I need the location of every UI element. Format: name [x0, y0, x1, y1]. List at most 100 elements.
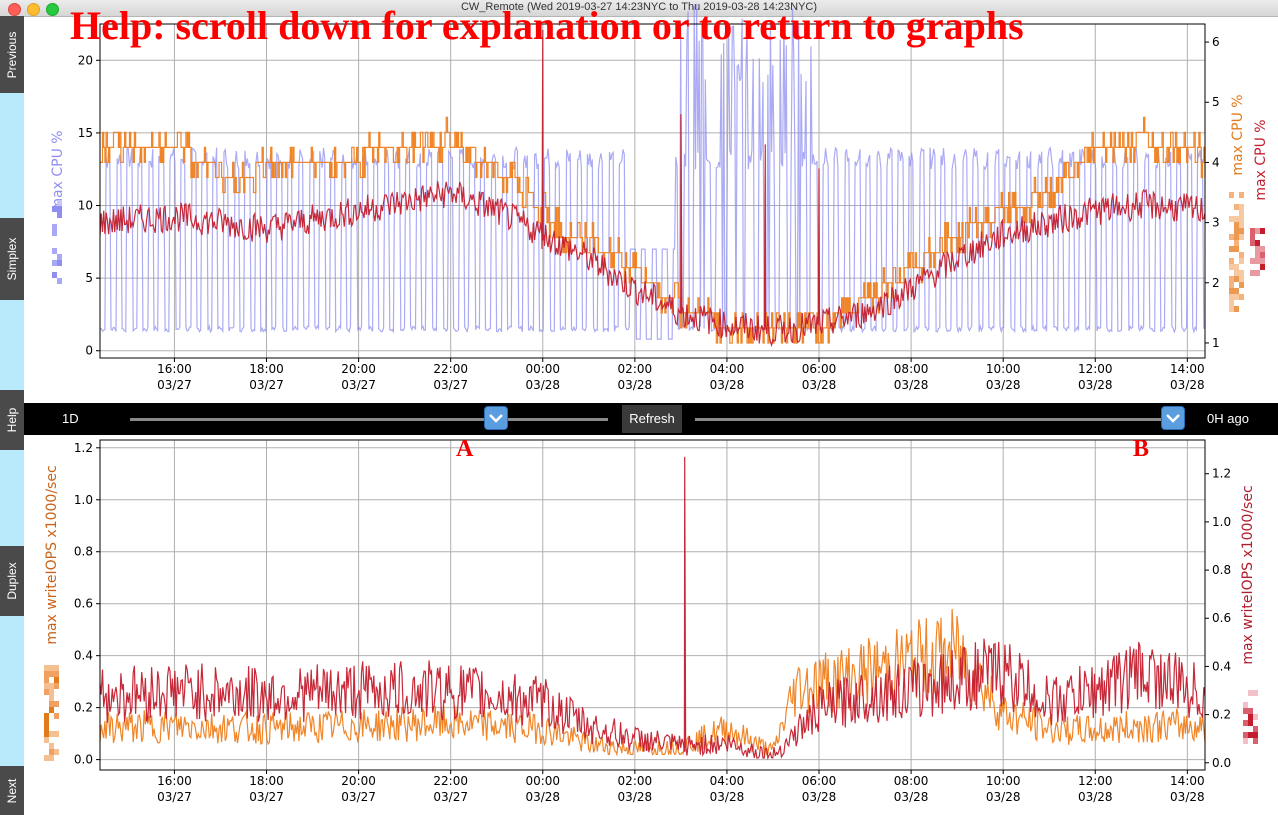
cpu-red-legend-swatch [1250, 234, 1255, 240]
iops-orange-legend-swatch [49, 671, 54, 677]
x-tick-label-date: 03/28 [1170, 790, 1205, 804]
x-tick-label-date: 03/27 [249, 378, 284, 392]
x-tick-label-time: 12:00 [1078, 362, 1113, 376]
cpu-legend-swatch [52, 248, 57, 254]
series-line-0 [99, 608, 1206, 757]
x-tick-label-date: 03/28 [986, 790, 1021, 804]
y-right-tick-label: 3 [1212, 216, 1220, 230]
cpu-legend-swatch [57, 254, 62, 260]
y-left-tick-label: 0.0 [74, 753, 93, 767]
y-left-tick-label: 1.0 [74, 493, 93, 507]
iops-red-legend-swatch [1253, 738, 1258, 744]
x-tick-label-time: 06:00 [802, 362, 837, 376]
cpu-orange-legend-swatch [1239, 210, 1244, 216]
range-slider-handle[interactable] [484, 406, 508, 430]
offset-slider-track[interactable] [695, 418, 1165, 421]
cpu-orange-legend-swatch [1239, 252, 1244, 258]
series-line-2 [99, 29, 1206, 348]
range-slider-track[interactable] [130, 418, 608, 421]
cpu-orange-legend-swatch [1234, 264, 1239, 270]
offset-label[interactable]: 0H ago [1207, 411, 1249, 426]
iops-orange-legend-swatch [44, 677, 49, 683]
x-tick-label-time: 02:00 [618, 774, 653, 788]
series-line-1 [99, 456, 1206, 761]
duplex-button[interactable]: Duplex [0, 546, 24, 616]
iops-orange-legend-swatch [44, 683, 49, 689]
help-button[interactable]: Help [0, 390, 24, 450]
iops-red-legend-swatch [1253, 726, 1258, 732]
cpu-orange-legend-swatch [1229, 288, 1234, 294]
iops-orange-legend-swatch [44, 665, 49, 671]
x-tick-label-time: 14:00 [1170, 362, 1205, 376]
iops-orange-legend-swatch [49, 695, 54, 701]
range-label[interactable]: 1D [62, 411, 79, 426]
iops-orange-legend-swatch [49, 743, 54, 749]
cpu-red-legend-swatch [1250, 228, 1255, 234]
cpu-legend-swatch [52, 260, 57, 266]
iops-orange-legend-swatch [54, 677, 59, 683]
x-tick-label-date: 03/28 [1170, 378, 1205, 392]
iops-red-legend-swatch [1253, 732, 1258, 738]
y-right-tick-label: 6 [1212, 35, 1220, 49]
x-tick-label-date: 03/28 [894, 378, 929, 392]
cpu-orange-legend-swatch [1239, 192, 1244, 198]
x-tick-label-date: 03/28 [710, 378, 745, 392]
cpu-orange-legend-swatch [1229, 276, 1234, 282]
cpu-orange-legend-swatch [1229, 246, 1234, 252]
cpu-orange-legend-swatch [1239, 294, 1244, 300]
iops-orange-legend-swatch [54, 665, 59, 671]
cpu-red-legend-swatch [1260, 252, 1265, 258]
iops-orange-legend-swatch [54, 749, 59, 755]
iops-orange-legend-swatch [44, 689, 49, 695]
window-titlebar: CW_Remote (Wed 2019-03-27 14:23NYC to Th… [0, 0, 1278, 17]
x-tick-label-date: 03/27 [341, 378, 376, 392]
cpu-orange-legend-swatch [1234, 204, 1239, 210]
cpu-red-legend-swatch [1250, 270, 1255, 276]
plot-frame [99, 439, 1206, 771]
cpu-red-legend-swatch [1260, 228, 1265, 234]
x-tick-label-time: 18:00 [249, 774, 284, 788]
cpu-orange-legend-swatch [1229, 216, 1234, 222]
y-right-tick-label: 5 [1212, 95, 1220, 109]
x-tick-label-date: 03/27 [157, 378, 192, 392]
cpu-orange-legend-swatch [1239, 282, 1244, 288]
close-window-button[interactable] [8, 3, 21, 16]
cpu-red-legend-swatch [1250, 240, 1255, 246]
iops-red-legend-swatch [1248, 690, 1253, 696]
previous-button[interactable]: Previous [0, 16, 24, 93]
iops-orange-legend-swatch [49, 707, 54, 713]
iops-orange-legend-swatch [54, 713, 59, 719]
cpu-legend-swatch [52, 206, 57, 212]
y-left-tick-label: 0.4 [74, 649, 93, 663]
zoom-window-button[interactable] [46, 3, 59, 16]
x-tick-label-time: 12:00 [1078, 774, 1113, 788]
iops-orange-legend-swatch [44, 725, 49, 731]
cpu-orange-legend-swatch [1239, 234, 1244, 240]
minimize-window-button[interactable] [27, 3, 40, 16]
x-tick-label-date: 03/28 [525, 378, 560, 392]
y-right-tick-label: 1.2 [1212, 467, 1231, 481]
x-tick-label-time: 10:00 [986, 774, 1021, 788]
y-right-axis-label-orange: max CPU % [1230, 94, 1246, 175]
y-right-tick-label: 4 [1212, 155, 1220, 169]
x-tick-label-date: 03/28 [802, 378, 837, 392]
refresh-button[interactable]: Refresh [622, 405, 682, 433]
next-button[interactable]: Next [0, 766, 24, 815]
cpu-orange-legend-swatch [1239, 270, 1244, 276]
y-left-tick-label: 15 [78, 126, 93, 140]
help-banner[interactable]: Help: scroll down for explanation or to … [70, 3, 1024, 48]
cpu-red-legend-swatch [1255, 240, 1260, 246]
x-tick-label-time: 20:00 [341, 362, 376, 376]
iops-orange-legend-swatch [49, 665, 54, 671]
cpu-orange-legend-swatch [1239, 204, 1244, 210]
offset-slider-handle[interactable] [1161, 406, 1185, 430]
simplex-button[interactable]: Simplex [0, 218, 24, 300]
x-tick-label-date: 03/28 [1078, 378, 1113, 392]
y-right-tick-label: 1 [1212, 336, 1220, 350]
y-left-tick-label: 10 [78, 199, 93, 213]
cpu-orange-legend-swatch [1234, 246, 1239, 252]
cpu-orange-legend-swatch [1234, 240, 1239, 246]
iops-orange-legend-swatch [54, 683, 59, 689]
iops-red-legend-swatch [1243, 708, 1248, 714]
